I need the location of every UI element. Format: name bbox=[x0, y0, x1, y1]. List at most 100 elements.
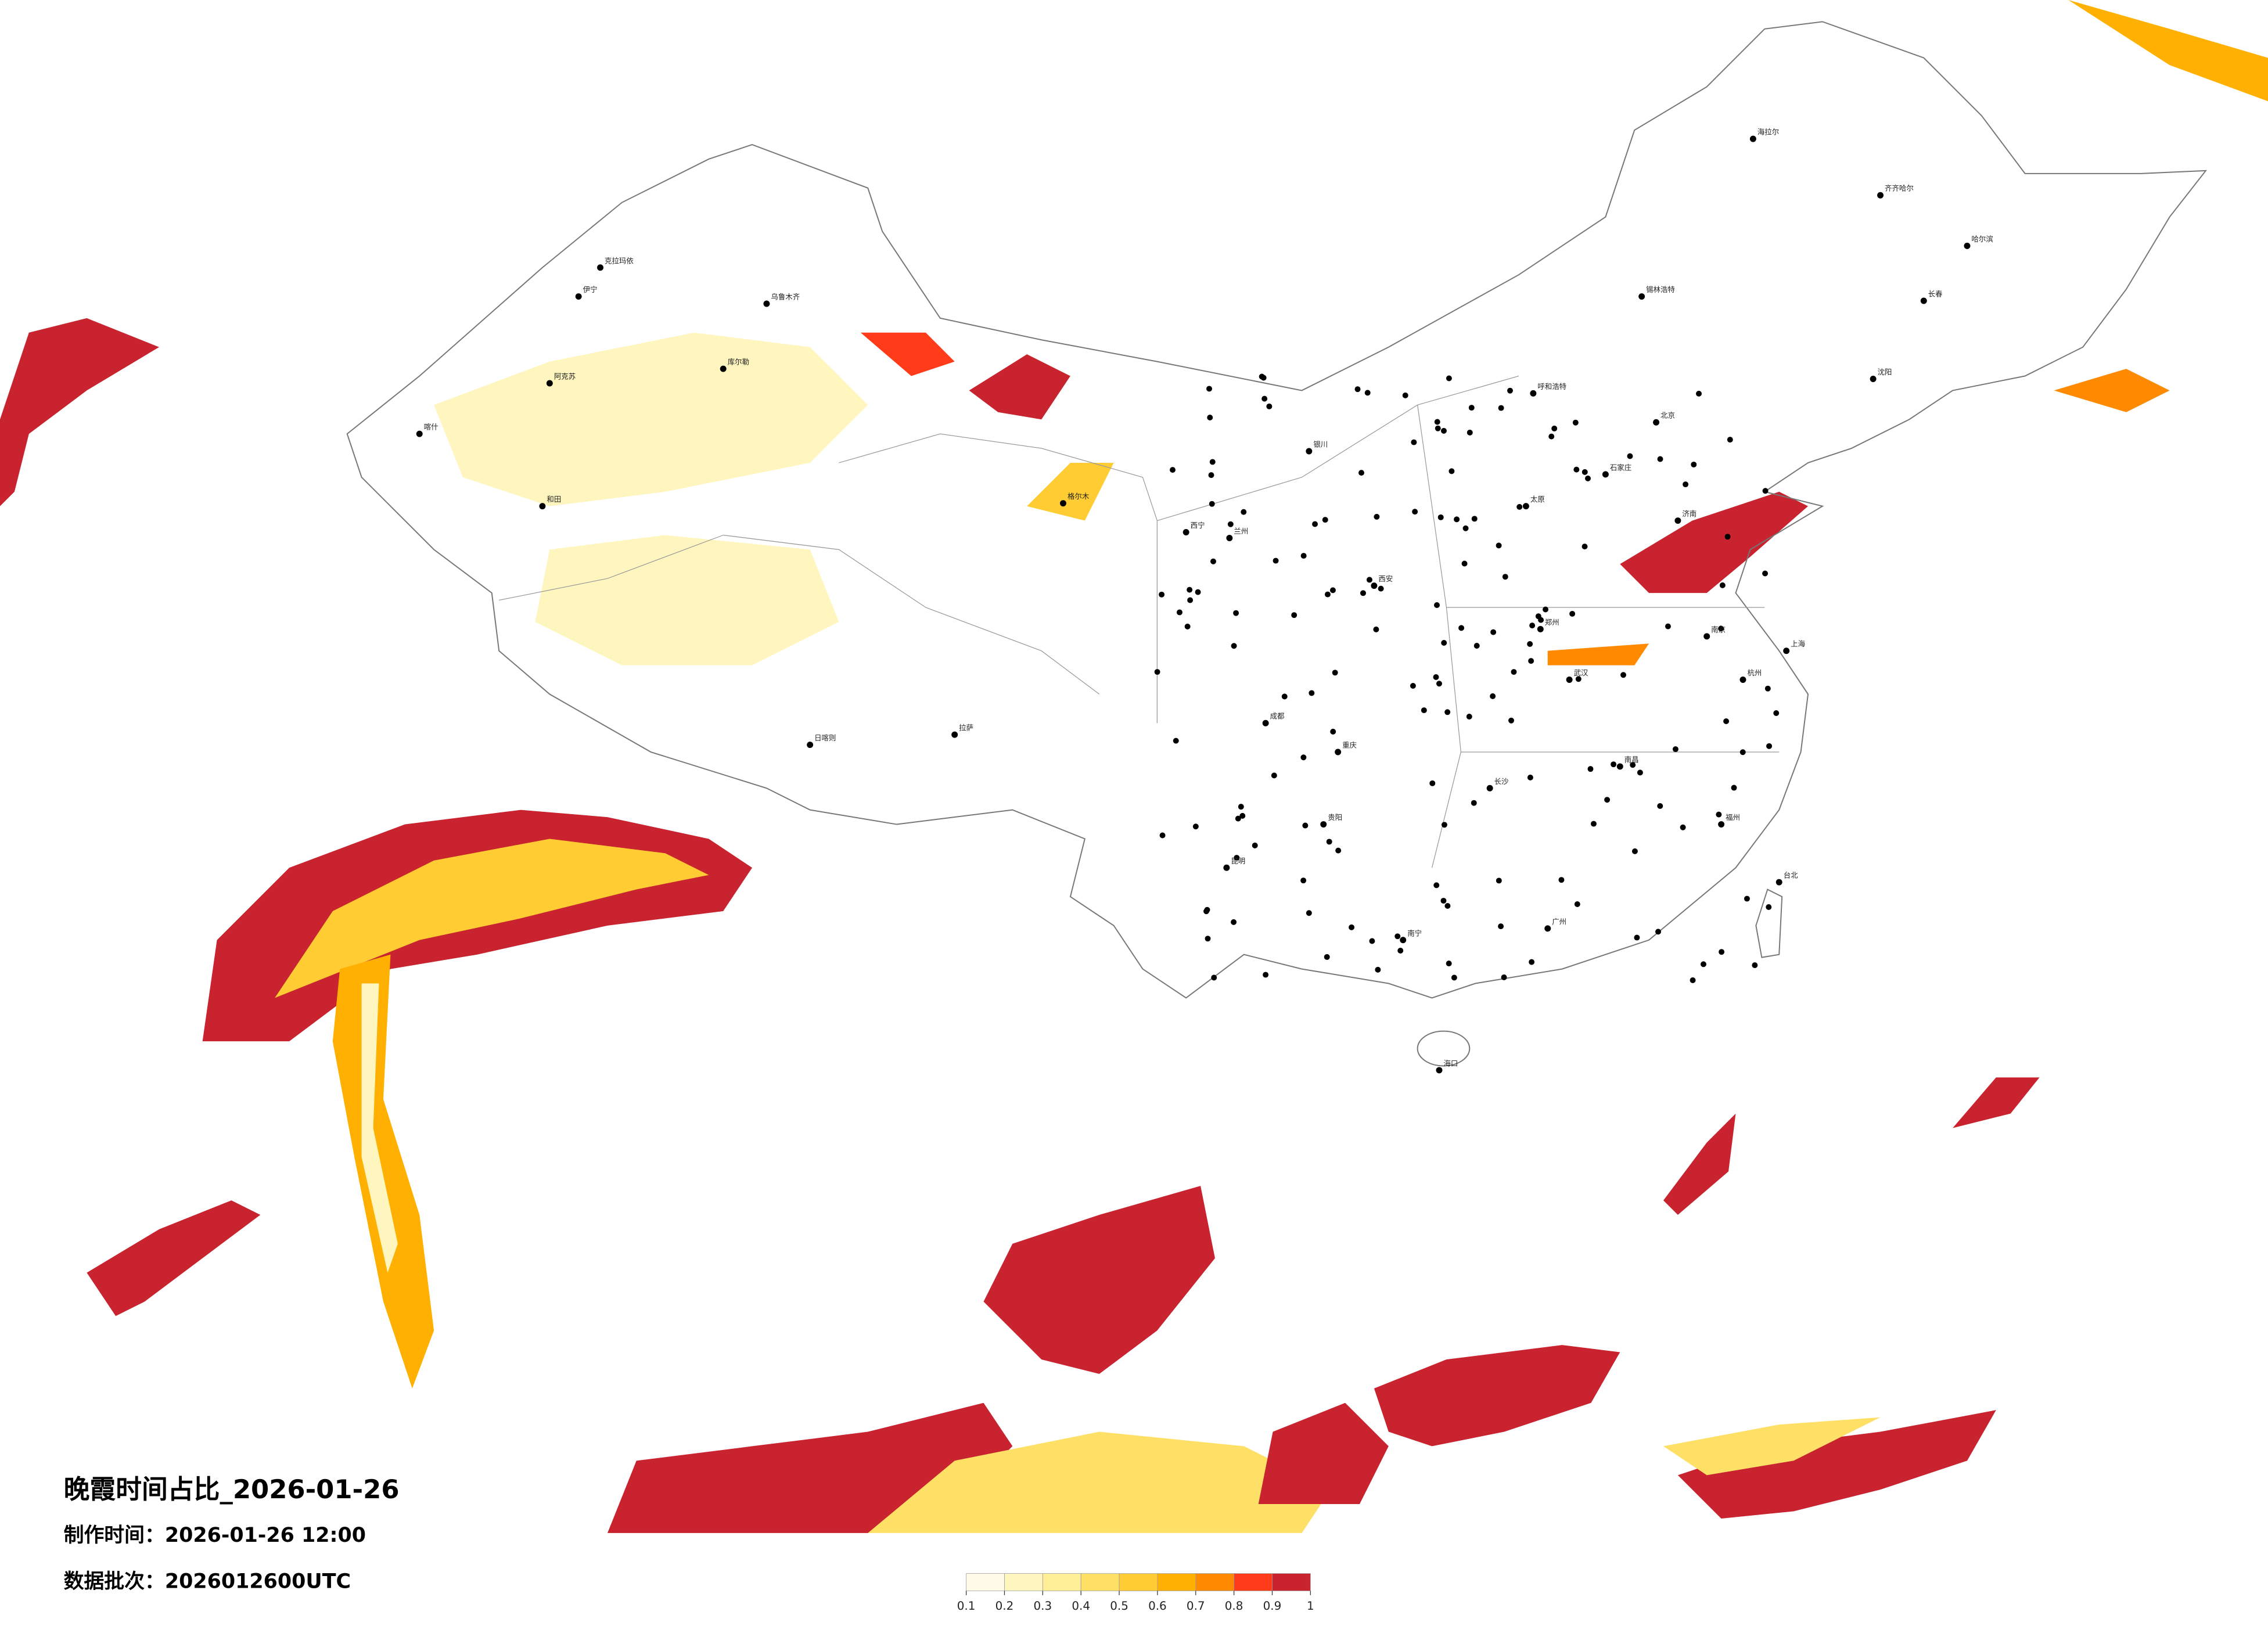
station-dot bbox=[1620, 672, 1626, 678]
city-label: 西宁 bbox=[1191, 521, 1205, 530]
city-dot bbox=[597, 264, 604, 271]
station-dot bbox=[1239, 812, 1246, 819]
city-dots bbox=[416, 135, 1971, 1074]
station-dot bbox=[1529, 959, 1535, 965]
station-dot bbox=[1637, 769, 1643, 776]
taiwan-border bbox=[1755, 888, 1783, 958]
station-dot bbox=[1375, 966, 1381, 973]
city-dot bbox=[1775, 879, 1782, 886]
station-dot bbox=[1209, 459, 1216, 465]
station-dot bbox=[1203, 908, 1210, 915]
station-dot bbox=[1429, 780, 1436, 786]
station-dot bbox=[1410, 682, 1416, 689]
station-dot bbox=[1466, 714, 1472, 720]
station-dot bbox=[1433, 674, 1439, 681]
station-dot bbox=[1159, 832, 1166, 839]
city-label: 锡林浩特 bbox=[1646, 285, 1675, 294]
station-dot bbox=[1411, 439, 1417, 445]
station-dot bbox=[1358, 470, 1364, 476]
station-dot bbox=[1441, 822, 1447, 828]
station-dot bbox=[1627, 453, 1633, 459]
country-border bbox=[346, 21, 2208, 999]
station-dot bbox=[1508, 717, 1514, 724]
city-label: 长沙 bbox=[1494, 777, 1509, 786]
station-dot bbox=[1324, 591, 1331, 598]
blob bbox=[860, 332, 955, 376]
station-dot bbox=[1309, 690, 1315, 696]
city-dot bbox=[1436, 1067, 1443, 1074]
city-label: 沈阳 bbox=[1878, 368, 1892, 376]
station-dot bbox=[1260, 375, 1267, 381]
station-dot bbox=[1543, 606, 1549, 613]
blob bbox=[1953, 1077, 2040, 1128]
station-dot bbox=[1572, 419, 1579, 426]
station-dot bbox=[1461, 560, 1468, 567]
blob bbox=[535, 535, 839, 665]
station-dot bbox=[1655, 929, 1662, 935]
station-dot bbox=[1235, 815, 1241, 822]
station-dot bbox=[1300, 877, 1307, 884]
station-dot bbox=[1548, 433, 1555, 440]
station-dot bbox=[1527, 774, 1533, 780]
city-dot bbox=[1718, 821, 1725, 828]
station-dot bbox=[1187, 597, 1194, 603]
city-label: 格尔木 bbox=[1067, 492, 1090, 501]
city-dot bbox=[546, 380, 553, 387]
city-dot bbox=[1182, 529, 1189, 535]
station-dot bbox=[1300, 754, 1307, 761]
station-dot bbox=[1744, 895, 1750, 902]
station-dot bbox=[1634, 934, 1640, 941]
station-dot bbox=[1326, 839, 1332, 845]
city-label: 贵阳 bbox=[1328, 813, 1342, 822]
city-dot bbox=[763, 300, 770, 307]
province-border bbox=[499, 375, 1780, 868]
station-dot bbox=[1764, 685, 1771, 692]
station-dot bbox=[1291, 612, 1297, 618]
station-dot bbox=[1719, 949, 1725, 955]
blob bbox=[868, 1431, 1331, 1533]
station-dot bbox=[1227, 521, 1234, 527]
station-dot bbox=[1573, 466, 1580, 473]
station-dot bbox=[1437, 514, 1444, 520]
station-dot bbox=[1273, 557, 1279, 564]
station-dot bbox=[1701, 961, 1706, 967]
city-dot bbox=[1602, 471, 1609, 478]
city-label: 乌鲁木齐 bbox=[771, 293, 800, 301]
city-label: 长春 bbox=[1928, 290, 1943, 298]
station-dot bbox=[1373, 626, 1379, 632]
station-dot bbox=[1691, 461, 1697, 467]
station-dot bbox=[1448, 468, 1455, 474]
station-dot bbox=[1680, 824, 1686, 830]
station-dot bbox=[1208, 472, 1214, 479]
city-label: 南京 bbox=[1711, 625, 1726, 634]
blob bbox=[434, 332, 868, 506]
station-dot bbox=[1441, 640, 1447, 646]
city-label: 上海 bbox=[1791, 639, 1805, 648]
station-dot bbox=[1435, 425, 1441, 431]
station-dot bbox=[1507, 387, 1513, 394]
station-dot bbox=[1444, 903, 1451, 909]
station-dot bbox=[1471, 516, 1478, 522]
station-dot bbox=[1252, 842, 1258, 848]
station-dot bbox=[1527, 641, 1533, 647]
station-dot bbox=[1330, 728, 1336, 735]
station-dot bbox=[1528, 658, 1534, 664]
colorbar-swatch bbox=[1195, 1573, 1234, 1591]
station-dot bbox=[1231, 919, 1237, 925]
city-label: 昆明 bbox=[1231, 857, 1245, 865]
city-label: 库尔勒 bbox=[728, 358, 749, 366]
station-dot bbox=[1665, 623, 1671, 629]
station-dot bbox=[1354, 386, 1361, 393]
station-dot bbox=[1766, 743, 1773, 749]
city-label: 海拉尔 bbox=[1757, 128, 1779, 136]
city-dot bbox=[539, 503, 546, 510]
made-time: 制作时间：2026-01-26 12:00 bbox=[64, 1524, 366, 1547]
city-dot bbox=[1306, 448, 1313, 455]
city-dot bbox=[1783, 647, 1790, 654]
station-dot bbox=[1551, 425, 1558, 431]
blob bbox=[332, 954, 434, 1388]
city-dot bbox=[1877, 192, 1884, 199]
city-dot bbox=[416, 430, 423, 437]
